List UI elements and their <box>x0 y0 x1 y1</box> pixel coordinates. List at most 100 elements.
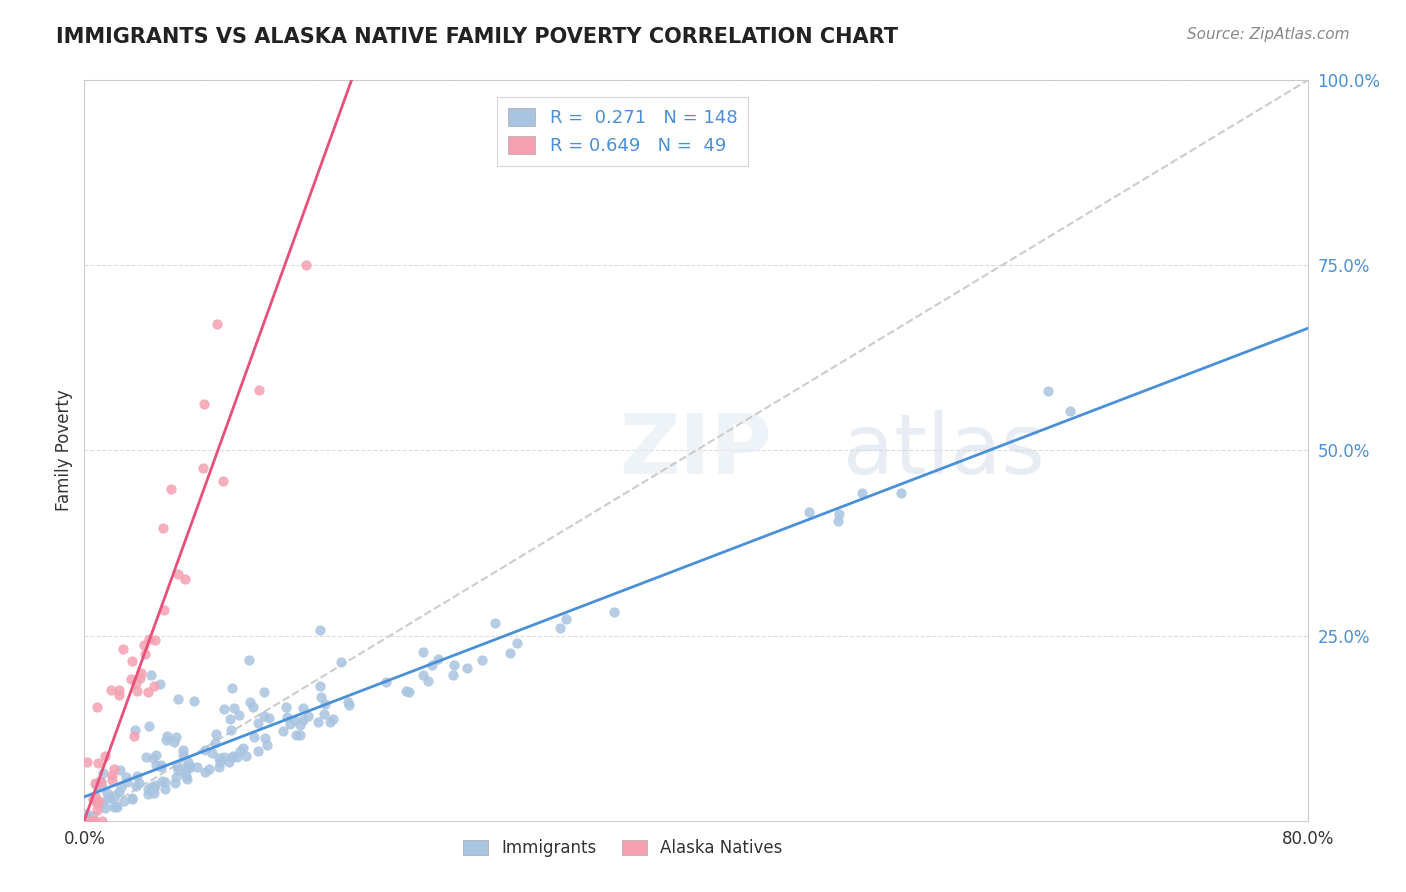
Point <box>219 712 242 726</box>
Point <box>205 727 228 741</box>
Point <box>103 762 125 776</box>
Point <box>143 679 166 693</box>
Point <box>86 795 108 809</box>
Point <box>83 814 105 828</box>
Point <box>115 775 138 789</box>
Point <box>484 616 506 631</box>
Point <box>375 675 398 690</box>
Text: atlas: atlas <box>842 410 1045 491</box>
Point <box>143 778 166 792</box>
Point <box>418 673 440 688</box>
Point <box>193 461 215 475</box>
Point <box>204 736 226 750</box>
Point <box>208 755 231 769</box>
Point <box>160 482 183 496</box>
Point <box>172 743 194 757</box>
Point <box>322 712 344 726</box>
Point <box>827 514 849 528</box>
Point <box>139 667 162 681</box>
Point <box>135 749 157 764</box>
Point <box>456 661 478 675</box>
Point <box>337 696 360 710</box>
Point <box>89 775 111 789</box>
Point <box>136 781 159 796</box>
Point <box>121 654 143 668</box>
Point <box>143 781 166 796</box>
Point <box>82 809 104 823</box>
Point <box>274 699 297 714</box>
Point <box>125 684 148 698</box>
Point <box>110 780 132 795</box>
Point <box>308 679 330 693</box>
Point <box>851 485 873 500</box>
Point <box>174 766 197 780</box>
Point <box>297 708 319 723</box>
Point <box>221 723 243 737</box>
Point <box>152 521 174 535</box>
Point <box>242 700 264 714</box>
Point <box>108 682 131 697</box>
Point <box>337 698 360 712</box>
Point <box>309 624 332 638</box>
Point <box>89 773 111 788</box>
Point <box>828 507 851 521</box>
Point <box>97 790 120 805</box>
Point <box>398 684 420 698</box>
Point <box>121 791 143 805</box>
Point <box>285 728 308 742</box>
Point <box>122 729 145 743</box>
Point <box>221 681 243 696</box>
Point <box>121 792 143 806</box>
Point <box>153 603 176 617</box>
Point <box>150 757 173 772</box>
Point <box>143 786 166 800</box>
Point <box>138 719 160 733</box>
Point <box>76 755 98 769</box>
Point <box>136 787 159 801</box>
Point <box>198 762 221 776</box>
Point <box>179 759 201 773</box>
Point <box>239 695 262 709</box>
Point <box>506 635 529 649</box>
Point <box>253 685 276 699</box>
Point <box>143 633 166 648</box>
Point <box>443 658 465 673</box>
Text: Source: ZipAtlas.com: Source: ZipAtlas.com <box>1187 27 1350 42</box>
Text: ZIP: ZIP <box>620 410 772 491</box>
Point <box>194 742 217 756</box>
Point <box>222 700 245 714</box>
Point <box>100 683 122 698</box>
Point <box>150 760 173 774</box>
Point <box>86 803 108 817</box>
Point <box>246 744 269 758</box>
Point <box>155 733 177 747</box>
Point <box>98 790 121 805</box>
Point <box>139 780 162 794</box>
Point <box>799 505 821 519</box>
Point <box>108 764 131 778</box>
Point <box>156 729 179 743</box>
Point <box>75 811 97 825</box>
Point <box>1036 384 1059 399</box>
Point <box>134 647 156 661</box>
Point <box>186 760 208 774</box>
Point <box>243 730 266 744</box>
Point <box>420 658 443 673</box>
Point <box>134 638 156 652</box>
Point <box>86 700 108 714</box>
Point <box>90 814 112 828</box>
Point <box>603 605 626 619</box>
Point <box>91 796 114 810</box>
Point <box>136 685 159 699</box>
Point <box>412 668 434 682</box>
Point <box>394 684 416 698</box>
Point <box>176 772 198 787</box>
Point <box>94 749 117 764</box>
Legend: Immigrants, Alaska Natives: Immigrants, Alaska Natives <box>457 833 789 864</box>
Point <box>101 772 124 787</box>
Point <box>76 806 98 821</box>
Point <box>174 572 197 586</box>
Point <box>555 612 578 626</box>
Point <box>105 800 128 814</box>
Point <box>153 781 176 796</box>
